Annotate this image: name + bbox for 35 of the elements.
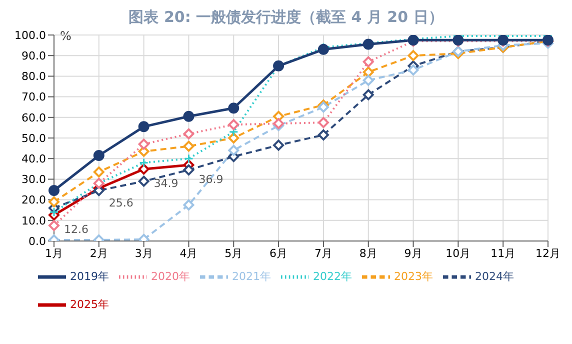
y-tick-label: 0.0	[28, 234, 46, 248]
legend-label: 2025年	[70, 298, 109, 312]
y-tick-label: 70.0	[22, 90, 46, 104]
x-tick-label: 10月	[446, 246, 471, 260]
x-tick-label: 1月	[45, 246, 63, 260]
chart-title: 图表 20: 一般债发行进度（截至 4 月 20 日）	[128, 8, 444, 27]
legend-label: 2024年	[475, 270, 514, 284]
data-label: 12.6	[64, 223, 88, 236]
y-tick-label: 60.0	[22, 111, 46, 124]
x-tick-label: 7月	[314, 246, 332, 260]
x-tick-label: 2月	[90, 246, 108, 260]
legend-label: 2019年	[70, 270, 109, 284]
x-tick-label: 3月	[134, 246, 153, 260]
y-tick-label: 10.0	[22, 214, 46, 228]
y-tick-label: 50.0	[22, 132, 46, 145]
y-tick-label: 40.0	[22, 152, 46, 166]
y-tick-label: 20.0	[22, 194, 46, 207]
data-label: 34.9	[154, 177, 178, 190]
x-tick-label: 4月	[180, 246, 198, 260]
x-tick-label: 6月	[270, 246, 288, 260]
y-tick-label: 100.0	[14, 28, 46, 42]
data-label: 25.6	[108, 196, 134, 210]
y-tick-label: 90.0	[22, 50, 46, 63]
data-label: 36.9	[198, 172, 224, 186]
x-tick-label: 9月	[404, 246, 422, 260]
legend-label: 2021年	[232, 270, 271, 284]
y-tick-label: 30.0	[22, 173, 46, 186]
x-tick-label: 11月	[490, 246, 516, 260]
legend-label: 2020年	[151, 270, 190, 284]
x-tick-label: 5月	[224, 246, 243, 260]
legend-label: 2023年	[394, 270, 433, 284]
legend-label: 2022年	[313, 270, 352, 284]
y-tick-label: 80.0	[22, 70, 46, 84]
x-tick-label: 12月	[536, 246, 560, 260]
x-tick-label: 8月	[359, 246, 378, 260]
